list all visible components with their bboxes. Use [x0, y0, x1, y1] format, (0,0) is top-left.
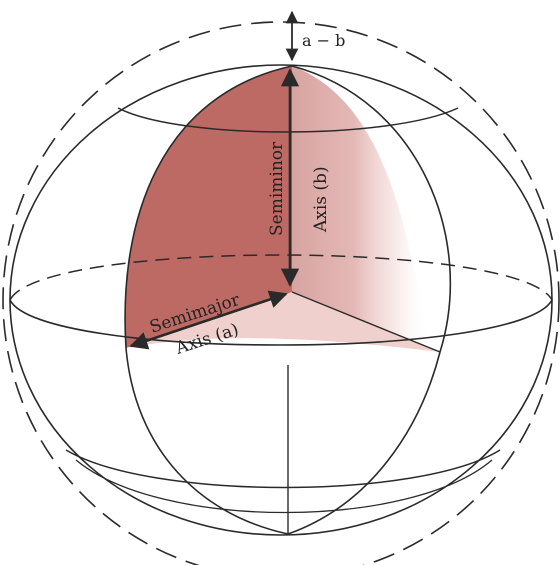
- meridian-left: [124, 65, 293, 535]
- difference-label: a − b: [302, 31, 345, 50]
- equator-back-dashed: [9, 254, 553, 301]
- shaded-wedge-right: [292, 66, 430, 350]
- semiminor-label-line2: Axis (b): [311, 166, 331, 233]
- shaded-wedge: [125, 66, 292, 348]
- meridian-right: [287, 65, 452, 535]
- semimajor-axis-arrow: [129, 290, 288, 350]
- bottom-parallel: [75, 459, 493, 514]
- semiminor-label-line1: Semiminor: [267, 141, 287, 236]
- lower-parallel: [65, 449, 501, 489]
- reference-sphere-dashed: [2, 21, 560, 565]
- radius-front-right: [291, 291, 441, 353]
